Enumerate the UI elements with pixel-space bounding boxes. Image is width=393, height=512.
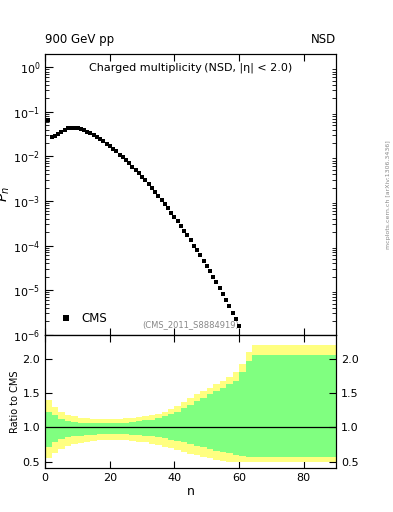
Y-axis label: $P_n$: $P_n$ [0,186,12,202]
Legend: CMS: CMS [51,309,111,329]
Y-axis label: Ratio to CMS: Ratio to CMS [10,370,20,433]
Text: mcplots.cern.ch [arXiv:1306.3436]: mcplots.cern.ch [arXiv:1306.3436] [386,140,391,249]
Text: Charged multiplicity (NSD, |η| < 2.0): Charged multiplicity (NSD, |η| < 2.0) [89,62,292,73]
X-axis label: n: n [187,485,195,498]
Text: (CMS_2011_S8884919): (CMS_2011_S8884919) [142,320,239,329]
Text: 900 GeV pp: 900 GeV pp [45,33,114,46]
Text: NSD: NSD [311,33,336,46]
